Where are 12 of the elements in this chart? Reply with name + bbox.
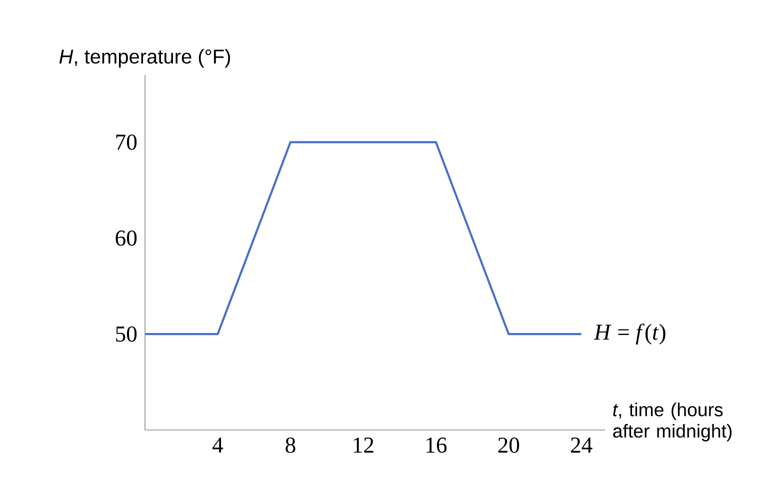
x-tick-label: 4	[212, 438, 224, 452]
x-axis-title: t, time (hours after midnight)	[613, 402, 732, 442]
annotation: H = f(t)	[594, 324, 666, 344]
x-tick-label: 8	[286, 438, 296, 453]
x-tick-label: 16	[426, 438, 447, 453]
y-axis-title: H, temperature (°F)	[59, 48, 230, 68]
x-tick-label: 12	[354, 438, 374, 453]
x-tick-label: 20	[498, 438, 520, 453]
y-tick-label: 70	[116, 134, 137, 150]
y-tick-label: 60	[116, 230, 137, 246]
y-tick-label: 50	[116, 326, 137, 342]
x-tick-label: 24	[571, 438, 592, 453]
